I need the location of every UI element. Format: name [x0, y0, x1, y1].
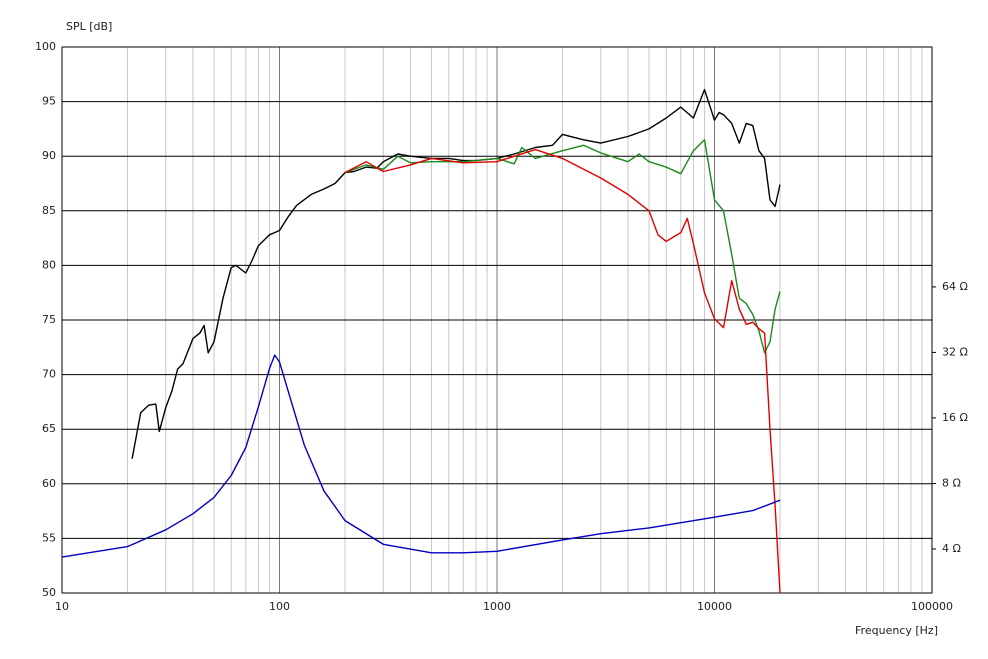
y-tick-label: 95: [42, 95, 56, 108]
y-tick-label: 55: [42, 531, 56, 544]
y2-tick-label: 16 Ω: [942, 411, 968, 424]
y2-tick-label: 4 Ω: [942, 542, 961, 555]
series-line: [344, 139, 781, 354]
x-axis-label: Frequency [Hz]: [855, 624, 938, 637]
y2-tick-label: 32 Ω: [942, 345, 968, 358]
y-axis-label: SPL [dB]: [66, 20, 112, 33]
series-line: [61, 354, 781, 558]
x-tick-label: 100: [269, 600, 290, 613]
x-tick-label: 100000: [911, 600, 953, 613]
x-tick-label: 10: [55, 600, 69, 613]
y-tick-label: 70: [42, 368, 56, 381]
y-tick-label: 50: [42, 586, 56, 599]
x-tick-label: 10000: [697, 600, 732, 613]
y2-tick-label: 64 Ω: [942, 280, 968, 293]
series-line: [131, 88, 781, 459]
plot-frame: [61, 46, 933, 594]
y-tick-label: 80: [42, 258, 56, 271]
y-tick-label: 100: [35, 40, 56, 53]
y-tick-label: 65: [42, 422, 56, 435]
y-tick-label: 75: [42, 313, 56, 326]
y2-tick-label: 8 Ω: [942, 476, 961, 489]
x-tick-label: 1000: [483, 600, 511, 613]
y-tick-label: 85: [42, 204, 56, 217]
y-tick-label: 60: [42, 477, 56, 490]
series-line: [344, 148, 781, 594]
y-tick-label: 90: [42, 149, 56, 162]
